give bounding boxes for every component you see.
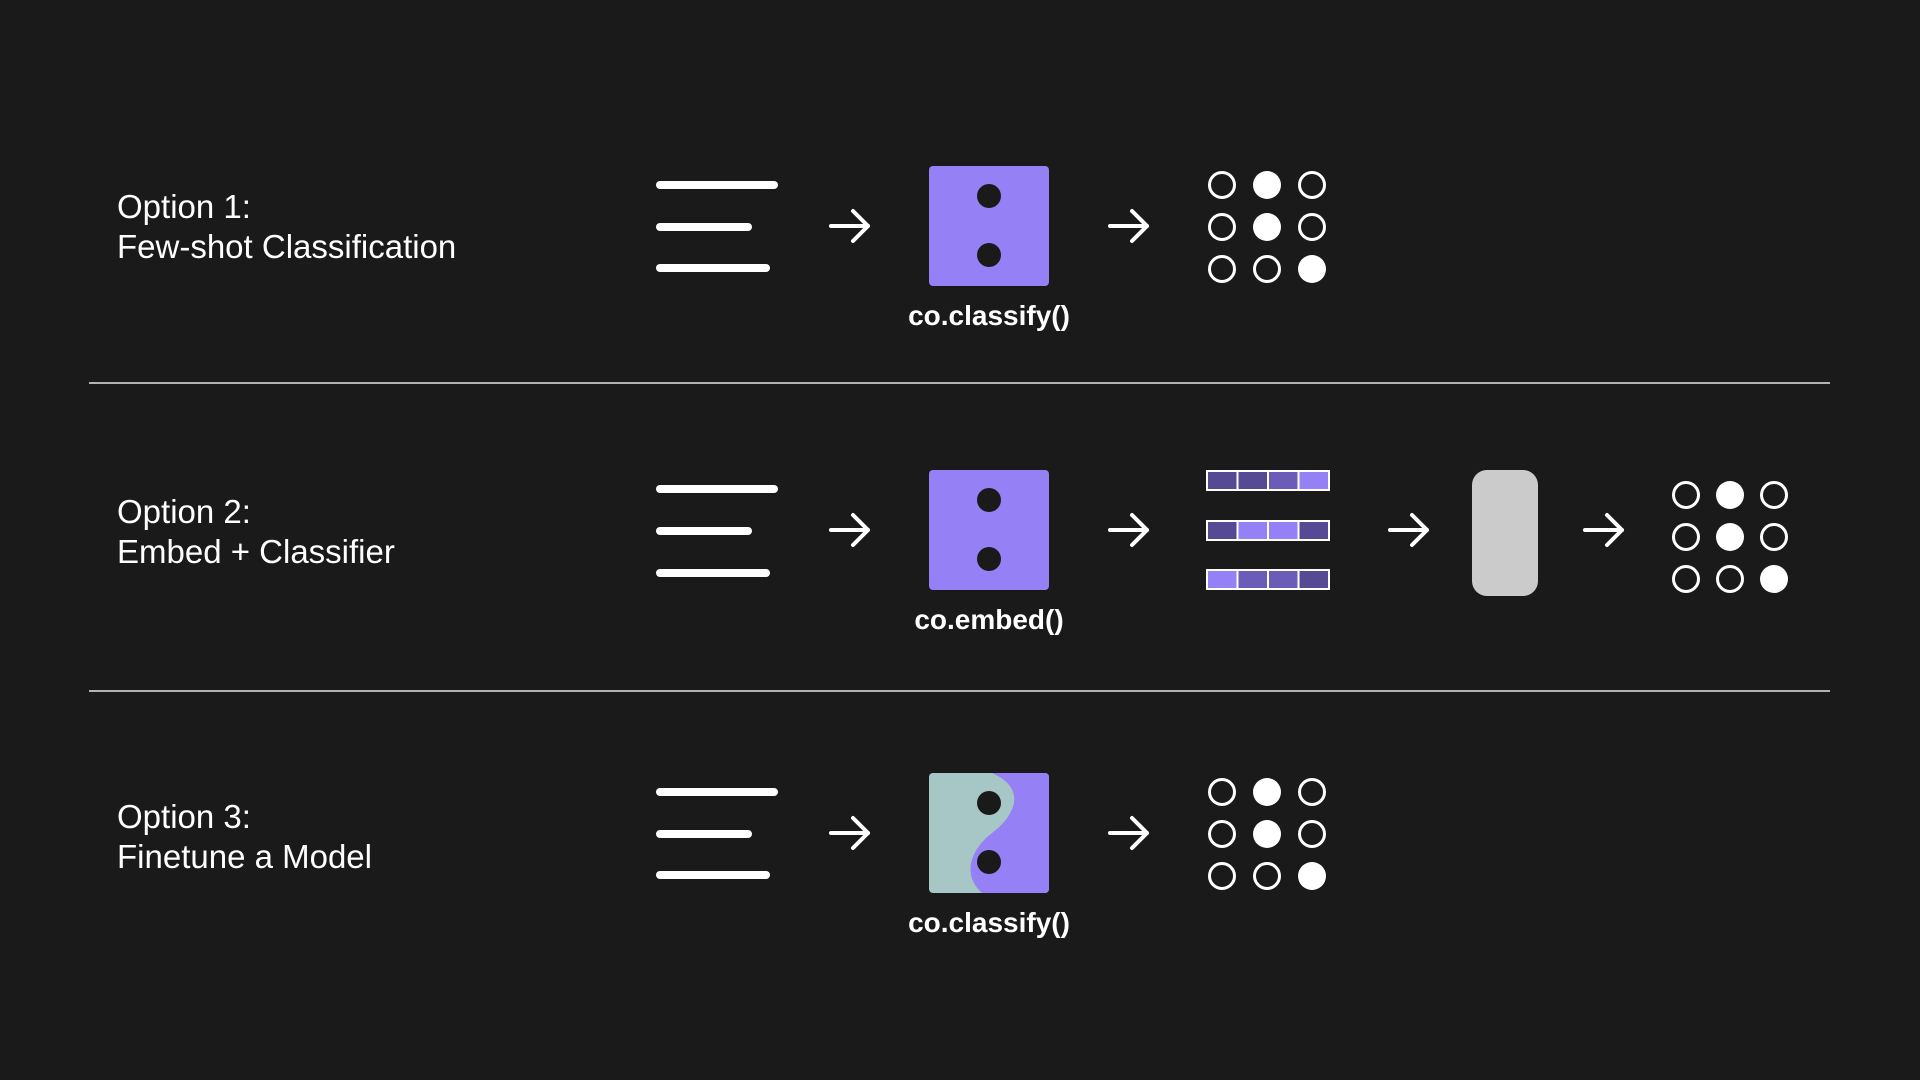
option-title: Option 1: [117,188,251,225]
text-input-icon [656,788,778,879]
arrow-right-icon [829,209,870,243]
output-dot-filled [1253,171,1281,199]
option-subtitle: Embed + Classifier [117,533,395,570]
output-dot-empty [1208,213,1236,241]
classification-output-grid [1208,778,1326,890]
output-dot-filled [1253,213,1281,241]
output-dot-empty [1298,778,1326,806]
classification-output-grid [1672,481,1788,593]
output-dot-empty [1760,523,1788,551]
output-dot-filled [1253,820,1281,848]
output-dot-filled [1298,862,1326,890]
embedding-cell [1267,470,1300,491]
finetuned-model-icon [929,773,1049,893]
output-dot-filled [1298,255,1326,283]
output-dot-filled [1716,481,1744,509]
option-subtitle: Few-shot Classification [117,228,456,265]
output-dot-empty [1208,862,1236,890]
embedding-cell [1267,569,1300,590]
option-3-row: Option 3: Finetune a Model co.classify() [117,773,1326,938]
output-dot-empty [1298,171,1326,199]
output-dot-filled [1760,565,1788,593]
output-dot-empty [1253,255,1281,283]
function-label: co.classify() [908,907,1070,938]
embedding-cell [1236,569,1269,590]
arrow-right-icon [1108,816,1149,850]
output-dot-empty [1208,171,1236,199]
classification-output-grid [1208,171,1326,283]
function-label: co.embed() [914,604,1063,635]
embedding-cell [1267,520,1300,541]
arrow-right-icon [1388,513,1429,547]
embedding-cell [1206,569,1239,590]
embedding-cell [1297,470,1330,491]
embedding-cell [1297,569,1330,590]
arrow-right-icon [1108,209,1149,243]
embedding-cell [1236,470,1269,491]
function-label: co.classify() [908,300,1070,331]
text-input-icon [656,181,778,272]
option-title: Option 2: [117,493,251,530]
purple-model-icon [929,470,1049,590]
purple-model-icon [929,166,1049,286]
output-dot-empty [1253,862,1281,890]
output-dot-empty [1672,523,1700,551]
embedding-cell [1297,520,1330,541]
output-dot-filled [1716,523,1744,551]
output-dot-empty [1208,778,1236,806]
output-dot-empty [1298,820,1326,848]
embedding-cell [1236,520,1269,541]
output-dot-empty [1298,213,1326,241]
arrow-right-icon [1583,513,1624,547]
embedding-vectors-icon [1206,470,1330,590]
option-subtitle: Finetune a Model [117,838,372,875]
arrow-right-icon [829,816,870,850]
output-dot-empty [1208,820,1236,848]
output-dot-empty [1208,255,1236,283]
text-input-icon [656,485,778,577]
option-2-row: Option 2: Embed + Classifier co.embed() [117,470,1788,635]
embedding-cell [1206,520,1239,541]
embedding-cell [1206,470,1239,491]
classifier-model-icon [1472,470,1538,596]
output-dot-empty [1672,565,1700,593]
output-dot-filled [1253,778,1281,806]
option-title: Option 3: [117,798,251,835]
arrow-right-icon [829,513,870,547]
output-dot-empty [1760,481,1788,509]
output-dot-empty [1716,565,1744,593]
option-1-row: Option 1: Few-shot Classification co.cla… [117,166,1326,331]
arrow-right-icon [1108,513,1149,547]
output-dot-empty [1672,481,1700,509]
